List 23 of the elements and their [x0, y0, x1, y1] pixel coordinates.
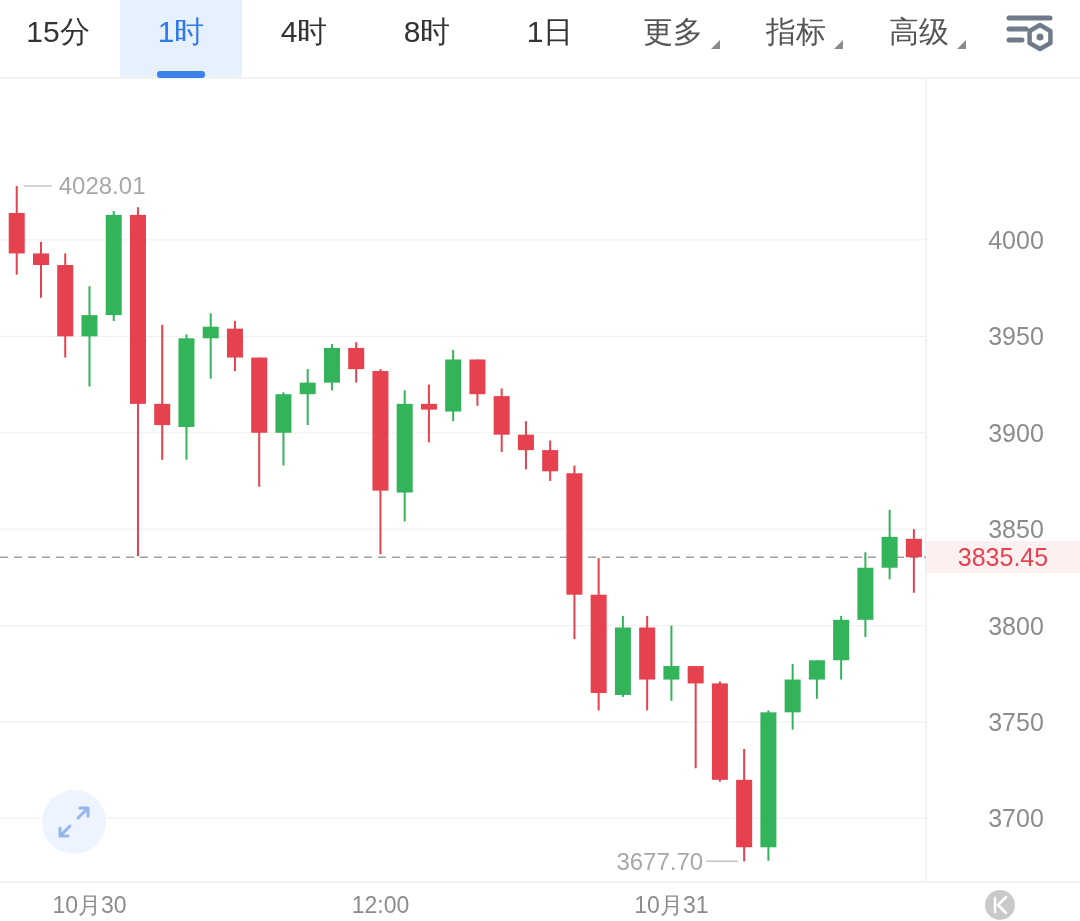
tab-label: 4时 — [280, 14, 328, 48]
dropdown-tab: 更多 — [643, 14, 720, 49]
y-tick-label: 3700 — [988, 804, 1044, 833]
x-tick-label: 10月30 — [52, 892, 127, 918]
tab-label: 15分 — [26, 14, 90, 48]
y-tick-label: 3800 — [988, 611, 1044, 640]
y-tick-label: 4000 — [988, 225, 1044, 254]
dropdown-tab: 指标 — [766, 14, 843, 49]
y-tick-label: 3950 — [988, 322, 1044, 351]
annotation: 4028.01 — [58, 172, 146, 200]
tab-label: 1日 — [526, 14, 574, 48]
tab-selected: 1时 — [120, 0, 242, 78]
y-tick-label: 3900 — [988, 418, 1044, 447]
tab-label: 8时 — [403, 14, 451, 48]
annotation: 3677.70 — [616, 847, 704, 875]
annotation: 4028.01 — [23, 172, 146, 200]
dropdown-tab: 高级 — [889, 14, 966, 49]
x-tick-label: 12:00 — [351, 892, 410, 918]
annotation: 3677.70 — [616, 847, 739, 875]
y-tick-label: 3850 — [988, 515, 1044, 544]
ref-line-label: 3835.45 — [957, 543, 1049, 572]
y-tick-label: 3750 — [988, 707, 1044, 736]
x-tick-label: 10月31 — [634, 892, 709, 918]
